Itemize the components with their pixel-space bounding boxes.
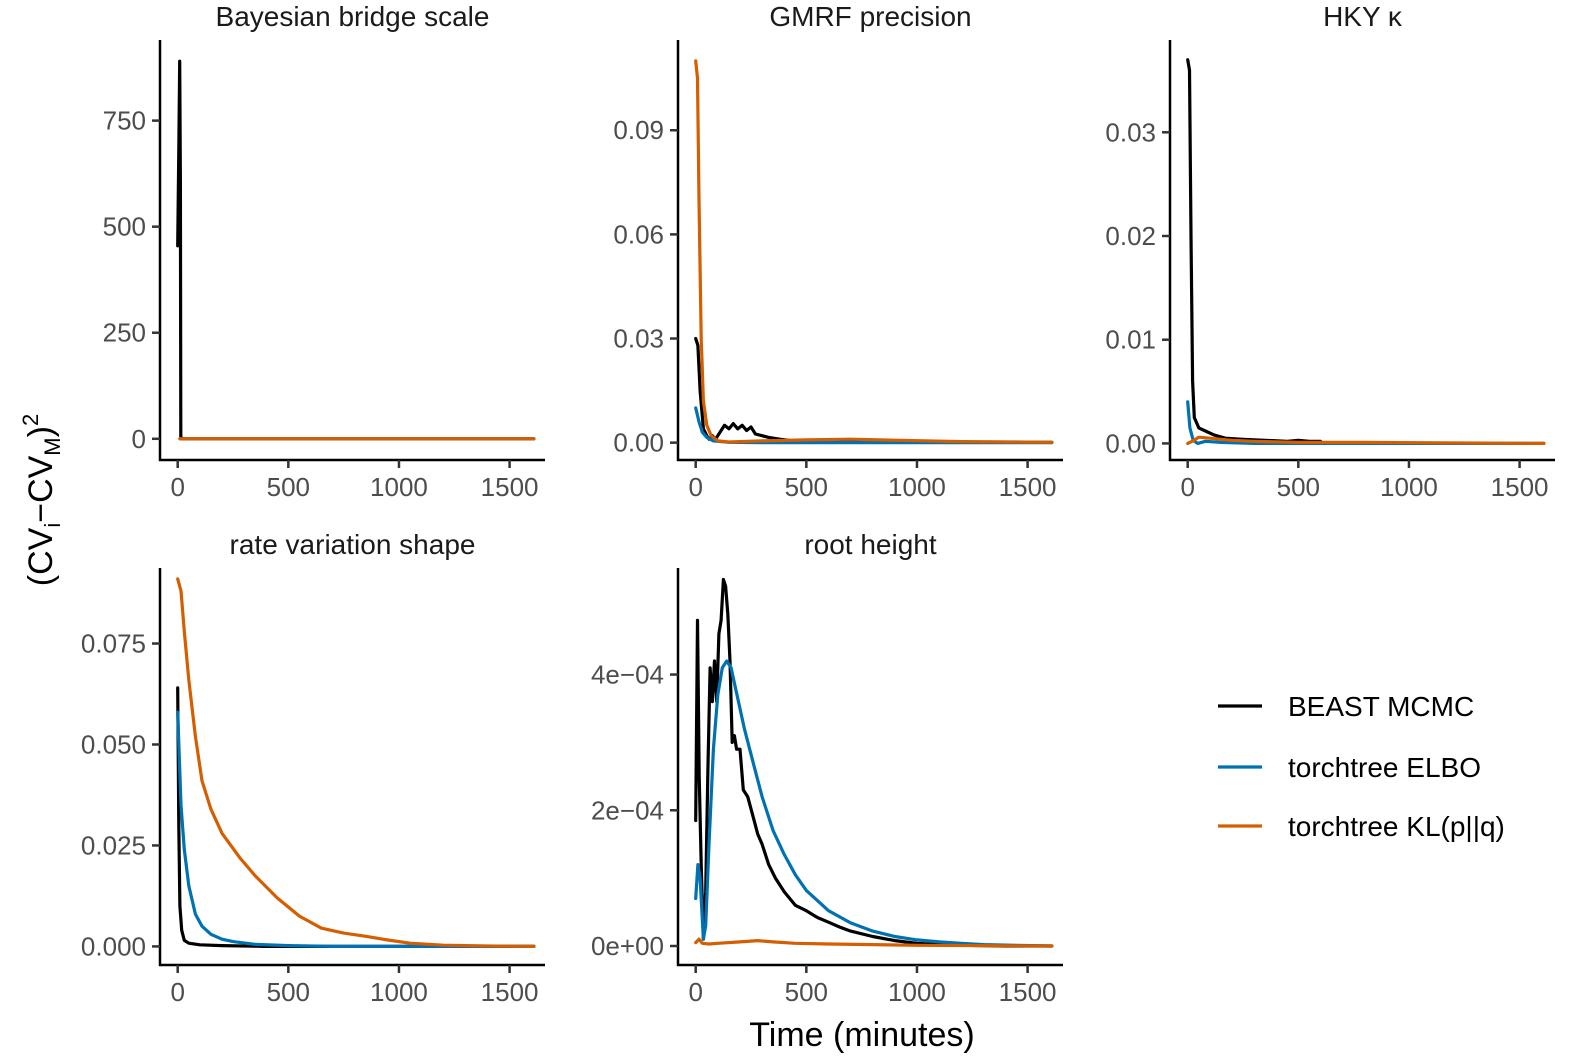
series-line-torchtree-elbo [1186,400,1546,445]
y-tick-label: 2e−04 [591,795,664,825]
series-line-torchtree-kl-p-q [1186,435,1546,445]
x-tick-label: 500 [785,977,828,1007]
series-line-beast-mcmc [1186,58,1323,443]
panel-rate-variation-shape: rate variation shape 0 500 1000 1500 0.000 0.0… [81,529,545,1007]
y-tick-label: 0.025 [81,830,146,860]
series-line-torchtree-kl-p-q [694,59,1054,444]
x-tick-label: 500 [267,977,310,1007]
x-tick-label: 1500 [1491,472,1549,502]
x-tick-label: 0 [688,472,702,502]
panel-title: GMRF precision [769,1,971,32]
x-tick-label: 1000 [1380,472,1438,502]
series-line-torchtree-elbo [694,659,1054,948]
x-tick-label: 1000 [370,977,428,1007]
y-axis-label: (CVi−CVM)2 [18,414,65,586]
y-tick-label: 0.02 [1105,221,1156,251]
y-tick-label: 0.075 [81,629,146,659]
y-tick-label: 0e+00 [591,931,664,961]
panel-hky: HKY κ 0 500 1000 1500 0.00 0.01 0.02 0.03 [1105,1,1555,502]
x-tick-label: 0 [170,472,184,502]
y-tick-label: 0.03 [1105,117,1156,147]
series-line-torchtree-elbo [176,710,536,948]
panel-bayesian-bridge-scale: Bayesian bridge scale 0 500 1000 1500 0 250 500… [103,1,545,502]
y-tick-label: 0.000 [81,931,146,961]
series-line-torchtree-kl-p-q [694,937,1054,948]
x-axis-label: Time (minutes) [749,1016,974,1054]
y-tick-label: 0.050 [81,729,146,759]
y-tick-label: 0.00 [1105,428,1156,458]
series-line-beast-mcmc [694,577,1054,948]
panel-root-height: root height 0 500 1000 1500 0e+00 2e−04 4e−04 [591,529,1063,1007]
x-tick-label: 0 [688,977,702,1007]
y-tick-label: 0.01 [1105,325,1156,355]
y-tick-label: 0.00 [613,428,664,458]
y-tick-label: 0.06 [613,219,664,249]
x-tick-label: 1500 [481,977,539,1007]
legend: BEAST MCMC torchtree ELBO torchtree KL(p… [1218,691,1505,842]
panel-title: Bayesian bridge scale [216,1,490,32]
legend-label-beast-mcmc: BEAST MCMC [1288,691,1474,722]
series-line-beast-mcmc [176,59,536,441]
x-tick-label: 0 [170,977,184,1007]
y-tick-label: 500 [103,212,146,242]
series-line-beast-mcmc [176,686,536,948]
x-tick-label: 1500 [481,472,539,502]
panel-gmrf-precision: GMRF precision 0 500 1000 1500 0.00 0.03 0.06 0.… [613,1,1063,502]
y-tick-label: 0 [132,424,146,454]
x-tick-label: 1500 [999,472,1057,502]
series-line-beast-mcmc [694,336,1054,444]
y-tick-label: 4e−04 [591,660,664,690]
legend-label-torchtree-elbo: torchtree ELBO [1288,752,1481,783]
x-tick-label: 0 [1180,472,1194,502]
series-line-torchtree-kl-p-q [176,577,536,948]
x-tick-label: 1500 [999,977,1057,1007]
y-tick-label: 750 [103,106,146,136]
panel-title: rate variation shape [230,529,476,560]
x-tick-label: 500 [267,472,310,502]
panels: Bayesian bridge scale 0 500 1000 1500 0 250 500… [81,1,1555,1007]
x-tick-label: 1000 [370,472,428,502]
legend-label-torchtree-kl: torchtree KL(p||q) [1288,811,1505,842]
x-tick-label: 1000 [888,977,946,1007]
x-tick-label: 500 [785,472,828,502]
series-line-torchtree-elbo [694,406,1054,445]
panel-title: root height [804,529,937,560]
y-tick-label: 0.09 [613,115,664,145]
y-tick-label: 250 [103,318,146,348]
x-tick-label: 500 [1277,472,1320,502]
svg-text:(CVi−CVM)2: (CVi−CVM)2 [18,414,65,586]
panel-title: HKY κ [1323,1,1403,32]
y-tick-label: 0.03 [613,324,664,354]
x-tick-label: 1000 [888,472,946,502]
